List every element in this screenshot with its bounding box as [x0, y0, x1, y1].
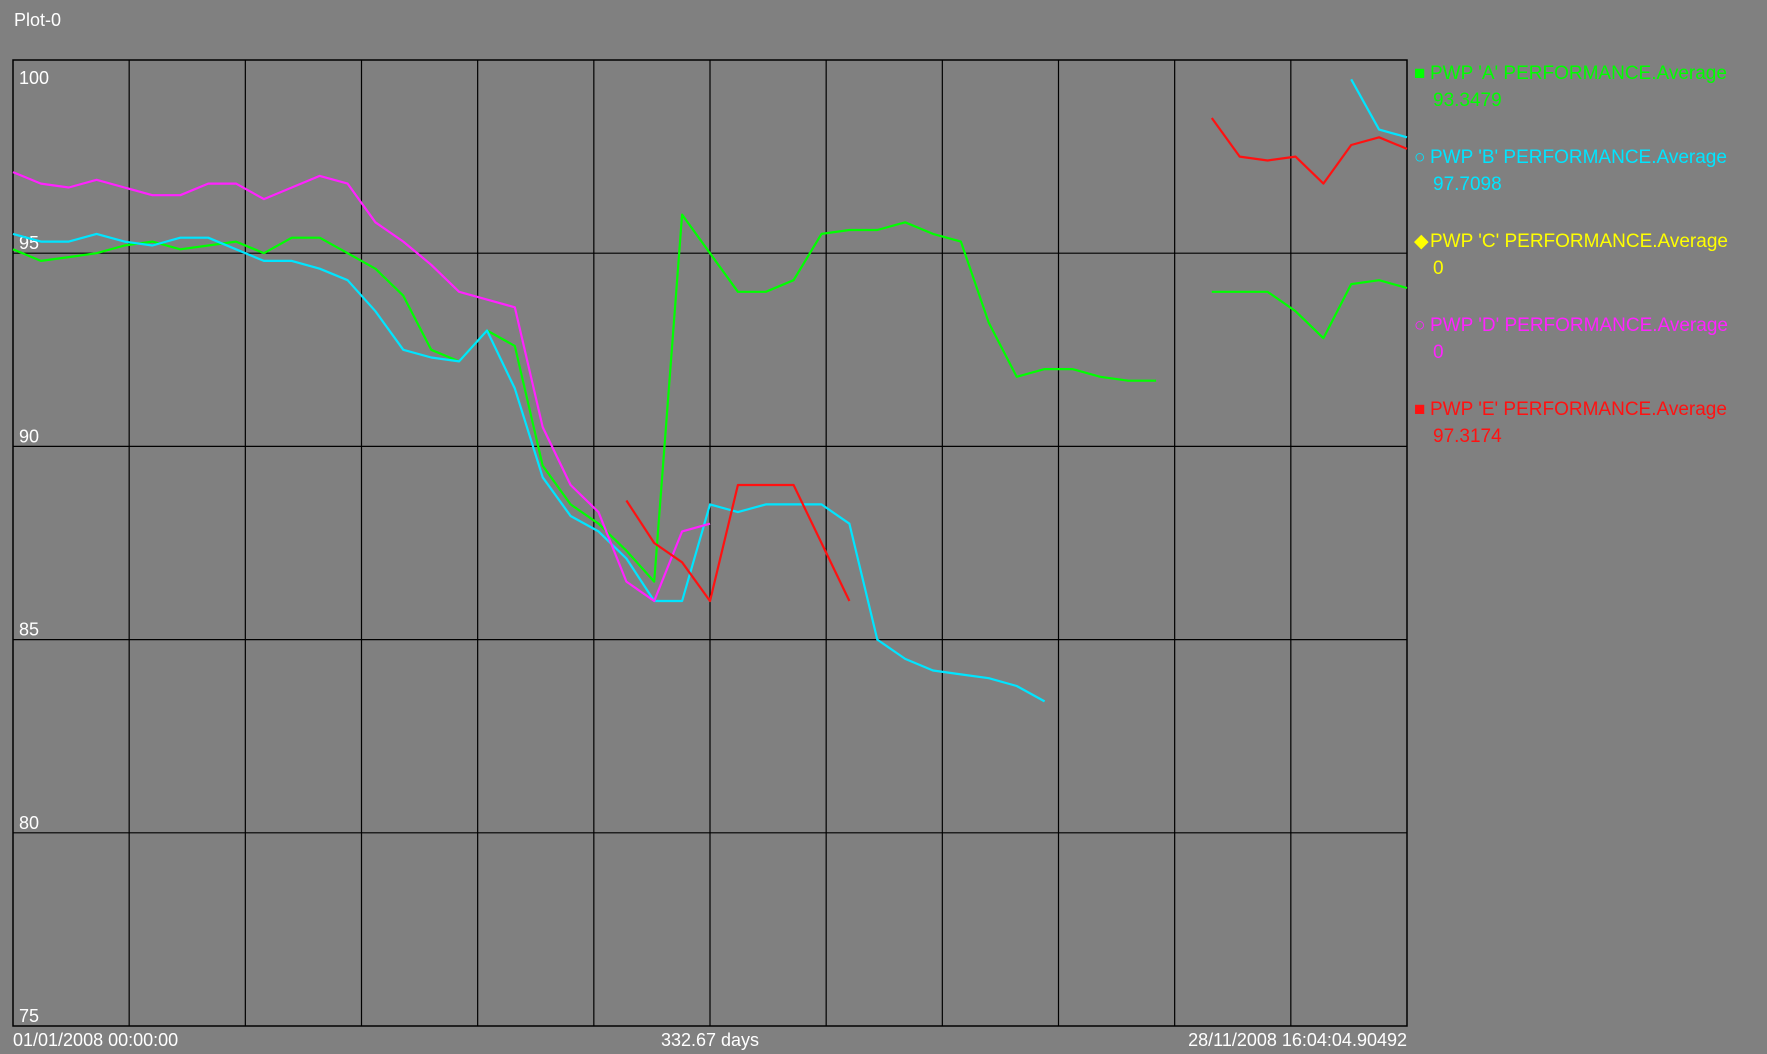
x-end-label: 28/11/2008 16:04:04.90492: [1188, 1030, 1407, 1050]
legend-item-a[interactable]: ■ PWP 'A' PERFORMANCE.Average 93.3479: [1414, 60, 1764, 114]
legend-item-e[interactable]: ■ PWP 'E' PERFORMANCE.Average 97.3174: [1414, 396, 1764, 450]
x-start-label: 01/01/2008 00:00:00: [13, 1030, 178, 1050]
series-line-3: [12, 171, 711, 603]
legend-label-d: PWP 'D' PERFORMANCE.Average: [1430, 315, 1728, 336]
legend-value-b: 97.7098: [1433, 174, 1502, 195]
x-span-label: 332.67 days: [661, 1030, 759, 1050]
legend-item-d[interactable]: ○ PWP 'D' PERFORMANCE.Average 0: [1414, 312, 1764, 366]
y-tick-label: 100: [19, 68, 49, 88]
series-layer: [12, 78, 1408, 703]
legend-label-c: PWP 'C' PERFORMANCE.Average: [1430, 231, 1728, 252]
y-tick-label: 75: [19, 1006, 39, 1026]
axis-labels: 01/01/2008 00:00:00 332.67 days 28/11/20…: [13, 1030, 1407, 1050]
legend-value-a: 93.3479: [1433, 90, 1502, 111]
legend-marker-b-icon: ○: [1414, 147, 1426, 168]
legend-item-b[interactable]: ○ PWP 'B' PERFORMANCE.Average 97.7098: [1414, 144, 1764, 198]
legend-marker-d-icon: ○: [1414, 315, 1426, 336]
grid: 100 95 90 85 80 75: [13, 60, 1407, 1026]
legend-marker-e-icon: ■: [1414, 399, 1426, 420]
legend-label-e: PWP 'E' PERFORMANCE.Average: [1430, 399, 1727, 420]
legend-label-b: PWP 'B' PERFORMANCE.Average: [1430, 147, 1727, 168]
legend-item-c[interactable]: ◆PWP 'C' PERFORMANCE.Average 0: [1414, 228, 1764, 282]
series-line-0: [12, 213, 1408, 583]
legend-label-a: PWP 'A' PERFORMANCE.Average: [1430, 63, 1727, 84]
plot-title: Plot-0: [14, 10, 62, 30]
series-line-4: [625, 117, 1408, 603]
legend-marker-a-icon: ■: [1414, 63, 1426, 84]
y-tick-label: 80: [19, 813, 39, 833]
series-line-1: [12, 78, 1408, 703]
legend-marker-c-icon: ◆: [1414, 231, 1429, 252]
y-tick-label: 95: [19, 233, 39, 253]
legend-value-e: 97.3174: [1433, 426, 1502, 447]
legend-value-d: 0: [1433, 342, 1444, 363]
y-tick-label: 85: [19, 620, 39, 640]
y-tick-label: 90: [19, 426, 39, 446]
legend-value-c: 0: [1433, 258, 1444, 279]
legend: ■ PWP 'A' PERFORMANCE.Average 93.3479 ○ PW…: [1414, 60, 1764, 480]
